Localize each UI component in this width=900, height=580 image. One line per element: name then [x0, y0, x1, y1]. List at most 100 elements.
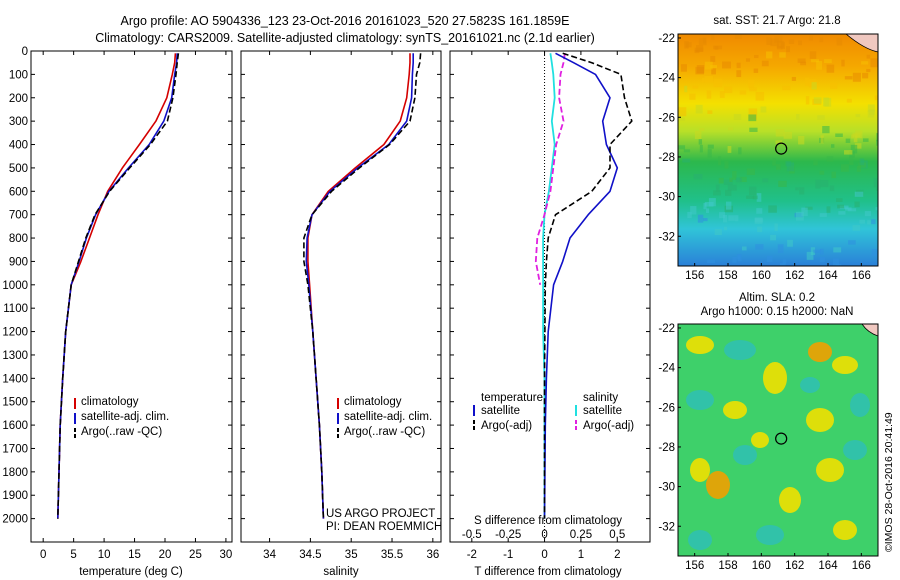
sst-speckle	[699, 144, 703, 153]
sst-speckle	[696, 65, 705, 74]
y-tick-label: 1800	[2, 467, 28, 479]
salinity-series	[303, 53, 422, 519]
sst-speckle	[713, 78, 723, 88]
sst-speckle	[836, 37, 843, 46]
x-tick-label: 15	[128, 549, 141, 561]
sst-speckle	[819, 257, 825, 263]
sst-speckle	[815, 179, 821, 189]
map-y-tick-label: -24	[658, 73, 675, 85]
sst-speckle	[841, 59, 845, 67]
sla-blob	[723, 401, 747, 419]
sst-speckle	[715, 184, 720, 192]
sst-speckle	[778, 180, 787, 187]
legend-label-temp-satellite: satellite	[481, 405, 520, 417]
y-tick-label: 700	[9, 210, 28, 222]
project-annotation-line2: PI: DEAN ROEMMICH	[326, 521, 442, 533]
sst-speckle	[871, 249, 878, 256]
map-y-tick-label: -30	[658, 192, 675, 204]
sst-speckle	[836, 198, 843, 202]
sst-speckle	[726, 201, 732, 210]
sst-speckle	[766, 255, 773, 263]
sst-speckle	[772, 158, 776, 166]
sst-speckle	[783, 131, 793, 139]
y-tick-label: 1400	[2, 373, 28, 385]
sst-speckle	[680, 64, 687, 72]
map-y-tick-label: -28	[658, 442, 675, 454]
y-tick-label: 1600	[2, 420, 28, 432]
sst-speckle	[738, 147, 742, 155]
sst-speckle	[867, 104, 875, 112]
sst-speckle	[707, 259, 716, 264]
sst-speckle	[849, 156, 854, 166]
sst-speckle	[832, 258, 839, 266]
sst-speckle	[866, 54, 871, 59]
sst-speckle	[694, 131, 702, 139]
map-x-tick-label: 160	[752, 560, 771, 572]
sla-blob	[733, 445, 757, 465]
sst-speckle	[810, 59, 819, 63]
x-tick-label: 34	[263, 549, 276, 561]
sst-speckle	[774, 223, 778, 232]
sst-speckle	[776, 40, 785, 48]
y-tick-label: 1500	[2, 397, 28, 409]
difference-y-ticks	[450, 50, 650, 520]
sla-blob	[688, 530, 712, 550]
sst-speckle	[858, 162, 866, 168]
salinity-panel: 34 34.5 35 35.5 36 climatology satellite-adj…	[240, 50, 442, 578]
project-annotation-line1: US ARGO PROJECT	[326, 508, 435, 520]
sst-speckle	[824, 59, 832, 63]
y-tick-label: 1300	[2, 350, 28, 362]
sst-speckle	[746, 195, 755, 199]
sla-map-frame	[677, 323, 879, 557]
sst-speckle	[689, 93, 696, 100]
sst-speckle	[682, 158, 691, 163]
sst-speckle	[701, 78, 706, 83]
difference-x-ticks: -2 -1 0 1 2	[467, 51, 620, 561]
sst-speckle	[723, 179, 733, 185]
series-line-argo	[57, 53, 180, 519]
sst-speckle	[741, 246, 747, 251]
sst-speckle	[867, 110, 875, 118]
series-line-salinity-argo	[534, 53, 566, 285]
sst-speckle	[729, 177, 733, 182]
series-line-argo	[303, 53, 422, 519]
sla-blob	[800, 377, 820, 393]
s-tick-label: 0.5	[609, 529, 625, 541]
sst-speckle	[826, 206, 831, 213]
argo-position-marker	[775, 432, 788, 445]
map-y-tick-label: -22	[658, 323, 675, 335]
sst-speckle	[752, 195, 758, 200]
sst-speckle	[754, 218, 764, 223]
sst-speckle	[714, 228, 722, 236]
legend-label-argo: Argo(..raw -QC)	[81, 426, 162, 438]
sst-speckle	[846, 98, 852, 103]
map-x-tick-label: 164	[818, 270, 838, 282]
s-difference-tick-labels: -0.5 -0.25 0 0.25 0.5	[462, 529, 625, 541]
map-x-tick-label: 166	[852, 270, 871, 282]
sst-speckle	[748, 186, 757, 196]
sst-speckle	[732, 256, 737, 263]
series-line-satellite	[305, 53, 415, 519]
sst-speckle	[830, 82, 838, 89]
x-tick-label: 36	[426, 549, 439, 561]
sst-speckle	[718, 156, 722, 166]
sst-speckle	[813, 160, 818, 166]
sst-speckle	[848, 240, 856, 245]
sla-texture	[686, 336, 870, 550]
y-tick-label: 200	[9, 93, 28, 105]
sst-speckle	[851, 134, 855, 139]
sst-speckle	[734, 34, 743, 39]
legend-label-satellite: satellite-adj. clim.	[344, 411, 432, 423]
sst-speckle	[736, 62, 741, 69]
sst-speckle	[844, 76, 853, 80]
sst-speckle	[756, 193, 762, 202]
sla-blob	[686, 336, 714, 354]
sst-speckle	[779, 52, 786, 58]
sst-speckle	[837, 204, 845, 209]
legend-label-temp-argo: Argo(-adj)	[481, 420, 532, 432]
y-tick-label: 300	[9, 116, 28, 128]
x-tick-label: -1	[503, 549, 513, 561]
legend-label-climatology: climatology	[81, 396, 139, 408]
sla-map-title: Altim. SLA: 0.2	[739, 292, 815, 304]
x-tick-label: 0	[541, 549, 547, 561]
